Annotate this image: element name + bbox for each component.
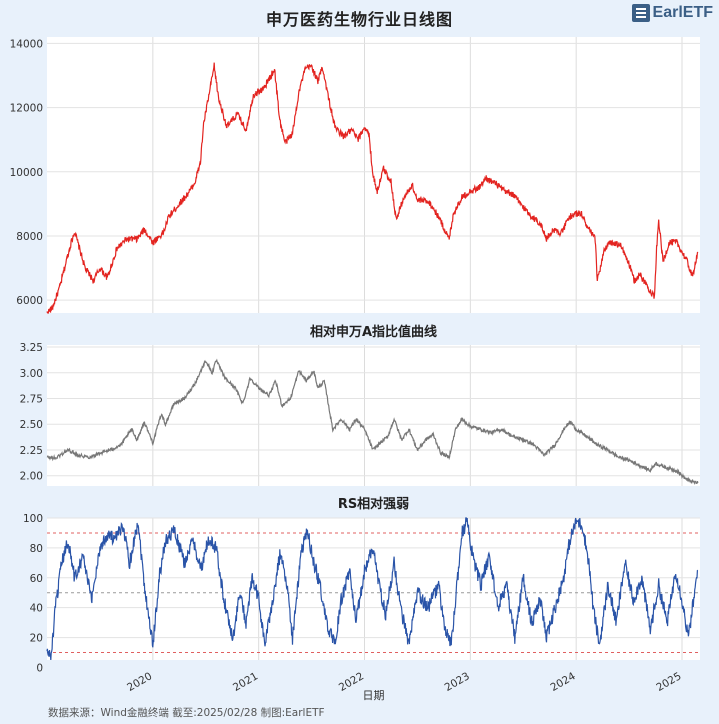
x-tick-label: 2024 [549, 670, 578, 694]
series-line [46, 62, 699, 314]
x-tick-label: 2023 [443, 670, 472, 694]
y-tick-label: 2.50 [20, 419, 43, 431]
logo-text: EarlETF [652, 4, 713, 21]
y-tick-label: 3.00 [20, 368, 43, 380]
plot-area [47, 345, 700, 486]
y-tick-label: 0 [36, 662, 43, 674]
panel-title: RS相对强弱 [338, 496, 409, 512]
source-footnote: 数据来源：Wind金融终端 截至:2025/02/28 制图:EarlETF [48, 707, 325, 719]
y-tick-label: 8000 [16, 231, 43, 243]
x-tick-label: 2021 [231, 670, 260, 694]
logo: EarlETF [631, 4, 713, 22]
y-tick-label: 10000 [10, 167, 43, 179]
series-line [46, 358, 699, 485]
x-tick-label: 2020 [125, 670, 154, 694]
y-tick-label: 100 [23, 513, 43, 525]
logo-icon [631, 4, 650, 22]
panel-title: 相对申万A指比值曲线 [310, 324, 437, 340]
y-tick-label: 3.25 [20, 342, 43, 354]
y-tick-label: 60 [30, 573, 43, 585]
y-tick-label: 6000 [16, 295, 43, 307]
chart-title: 申万医药生物行业日线图 [265, 10, 453, 29]
y-tick-label: 2.25 [20, 445, 43, 457]
x-tick-label: 2025 [654, 670, 683, 694]
y-tick-label: 40 [30, 603, 43, 615]
y-tick-label: 2.00 [20, 471, 43, 483]
y-tick-label: 20 [30, 633, 43, 645]
y-tick-label: 12000 [10, 103, 43, 115]
x-axis-label: 日期 [363, 689, 385, 702]
y-tick-label: 14000 [10, 38, 43, 50]
y-tick-label: 2.75 [20, 394, 43, 406]
y-tick-label: 80 [30, 543, 43, 555]
series-line [46, 517, 699, 661]
